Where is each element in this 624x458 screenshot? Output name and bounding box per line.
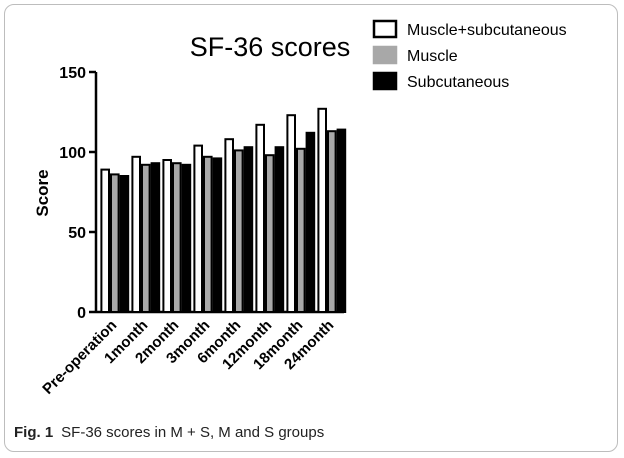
- bars-group: [100, 107, 347, 313]
- bar-muscle-subcutaneous-1: [131, 155, 141, 313]
- figure-caption-text: SF-36 scores in M + S, M and S groups: [61, 424, 325, 441]
- legend: Muscle+subcutaneous Muscle Subcutaneous: [372, 19, 567, 91]
- legend-label: Muscle: [407, 48, 458, 65]
- legend-label: Muscle+subcutaneous: [407, 22, 567, 39]
- y-tick-label: 150: [59, 65, 86, 82]
- bar-subcutaneous-5: [274, 146, 285, 313]
- bar-muscle-4: [234, 149, 244, 313]
- y-tick-label: 100: [59, 145, 86, 162]
- bar-muscle-3: [203, 155, 213, 313]
- legend-swatch: [372, 71, 398, 91]
- bar-muscle-subcutaneous-4: [224, 138, 234, 313]
- legend-swatch: [372, 45, 398, 65]
- bar-muscle-6: [296, 147, 306, 313]
- x-tick-labels: Pre-operation1month2month3month6month12m…: [39, 317, 337, 398]
- bar-muscle-subcutaneous-3: [193, 144, 203, 313]
- bar-subcutaneous-7: [336, 128, 347, 313]
- bar-subcutaneous-4: [243, 146, 254, 313]
- y-axis-label: Score: [33, 169, 52, 216]
- chart-title: SF-36 scores: [190, 32, 351, 62]
- bar-subcutaneous-6: [305, 131, 316, 313]
- bar-muscle-2: [172, 162, 182, 313]
- bar-muscle-subcutaneous-5: [255, 123, 265, 313]
- y-tick-label: 0: [77, 305, 86, 322]
- bar-muscle-1: [141, 163, 151, 313]
- figure-label: Fig. 1: [14, 424, 54, 441]
- bar-muscle-7: [327, 130, 337, 313]
- bar-subcutaneous-2: [181, 163, 192, 313]
- bar-muscle-subcutaneous-2: [162, 159, 172, 313]
- bar-muscle-subcutaneous-7: [317, 107, 327, 313]
- bar-subcutaneous-3: [212, 157, 223, 313]
- bar-muscle-subcutaneous-6: [286, 114, 296, 313]
- figure-caption: Fig. 1 SF-36 scores in M + S, M and S gro…: [14, 424, 324, 441]
- bar-subcutaneous-1: [150, 162, 161, 313]
- legend-label: Subcutaneous: [407, 74, 509, 91]
- legend-swatch: [372, 19, 398, 39]
- bar-muscle-subcutaneous-0: [100, 168, 111, 313]
- y-tick-label: 50: [68, 225, 86, 242]
- bar-subcutaneous-0: [119, 175, 130, 313]
- bar-muscle-0: [110, 173, 120, 313]
- bar-muscle-5: [265, 154, 275, 313]
